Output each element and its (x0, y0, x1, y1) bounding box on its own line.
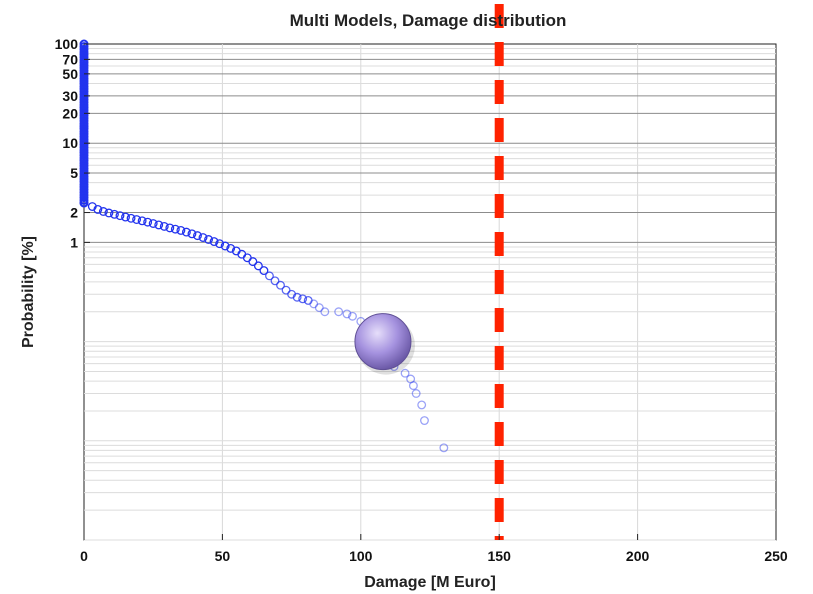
y-tick-label: 50 (62, 66, 78, 82)
x-tick-label: 150 (488, 548, 512, 564)
data-point (159, 221, 169, 231)
y-tick-label: 10 (62, 135, 78, 151)
data-point (253, 261, 263, 271)
x-tick-label: 200 (626, 548, 650, 564)
annotations (354, 4, 504, 540)
x-axis-label: Damage [M Euro] (364, 574, 496, 591)
data-point (314, 303, 324, 313)
y-tick-label: 2 (70, 205, 78, 221)
chart-title: Multi Models, Damage distribution (290, 11, 567, 30)
data-point (411, 389, 421, 398)
y-axis-label: Probability [%] (20, 236, 37, 348)
data-point (176, 225, 186, 235)
data-point (121, 212, 130, 222)
data-point (115, 211, 125, 221)
x-tick-label: 50 (215, 548, 231, 564)
x-tick-label: 100 (349, 548, 373, 564)
x-tick-label: 0 (80, 548, 88, 564)
data-point (109, 209, 119, 219)
data-point (148, 219, 158, 228)
grid-lines (84, 44, 776, 541)
data-point (204, 235, 214, 244)
data-point (298, 294, 308, 304)
data-point (334, 307, 344, 317)
highlight-marker (354, 313, 412, 371)
data-point (98, 207, 108, 216)
data-point (259, 266, 269, 276)
data-point (281, 285, 291, 295)
data-point (154, 220, 164, 230)
data-point (93, 204, 103, 214)
data-point (79, 198, 89, 208)
data-point (193, 231, 202, 241)
plot-area (83, 43, 777, 541)
data-point (165, 223, 175, 233)
data-point (303, 295, 313, 305)
data-point (137, 216, 147, 226)
data-point (406, 374, 416, 384)
data-point (220, 241, 230, 251)
data-point (342, 309, 352, 319)
x-tick-labels: 0 50 100 150 200 250 (80, 534, 788, 564)
data-point (417, 400, 427, 410)
data-point (408, 381, 418, 391)
data-point (276, 280, 285, 290)
y-tick-label: 70 (62, 51, 78, 67)
data-point (320, 307, 330, 317)
data-point (420, 416, 429, 426)
data-point (126, 213, 136, 223)
data-point (226, 243, 236, 253)
x-tick-label: 250 (764, 548, 788, 564)
data-point (292, 292, 302, 302)
y-tick-label: 1 (70, 234, 78, 250)
data-point (400, 368, 410, 378)
data-point (215, 239, 225, 249)
data-point (348, 311, 357, 321)
data-point (439, 443, 449, 453)
y-tick-label: 100 (55, 36, 79, 52)
data-point (170, 224, 180, 234)
data-point (248, 257, 258, 267)
data-point (132, 215, 142, 224)
data-point (198, 233, 208, 242)
data-point (209, 237, 219, 246)
data-point (187, 229, 197, 239)
y-tick-label: 30 (62, 88, 78, 104)
data-point (143, 217, 153, 227)
data-point (181, 227, 191, 237)
data-point (309, 299, 319, 309)
data-point (104, 208, 114, 218)
y-tick-label: 20 (62, 105, 78, 121)
data-points (79, 39, 449, 453)
y-tick-label: 5 (70, 165, 78, 181)
data-point (265, 271, 274, 281)
data-point (270, 276, 280, 286)
